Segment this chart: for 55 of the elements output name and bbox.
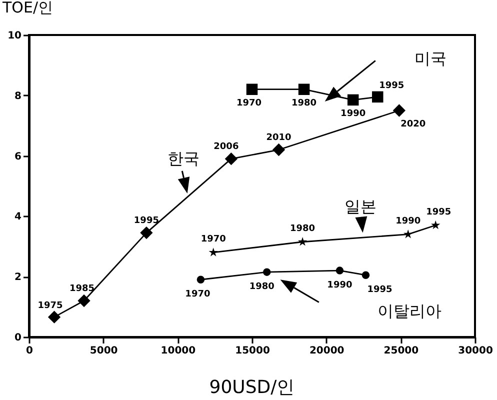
annotation: 1995 (367, 285, 392, 296)
annotation: 1980 (249, 282, 274, 292)
point (208, 248, 218, 256)
point (404, 229, 413, 238)
point (431, 220, 440, 230)
x-tick-label: 0 (26, 346, 34, 356)
x-tick-label: 25000 (384, 346, 419, 356)
x-axis-title: 90USD/인 (209, 377, 295, 398)
x-tick-label: 15000 (235, 346, 270, 356)
annotation: 1970 (236, 98, 262, 108)
point (224, 152, 238, 166)
annotation: 1990 (340, 108, 366, 119)
x-tick-label: 5000 (90, 346, 118, 356)
point (140, 226, 153, 240)
point (246, 84, 258, 95)
series-label: 이탈리아 (378, 301, 442, 320)
point (298, 84, 310, 95)
annotation: 1975 (38, 301, 63, 312)
y-tick-label: 6 (14, 151, 22, 162)
annotation: 2020 (400, 120, 426, 130)
x-tick-label: 30000 (458, 346, 493, 356)
point (48, 310, 61, 324)
annotation: 1980 (290, 224, 316, 234)
point (262, 268, 271, 276)
annotation: 2006 (214, 142, 239, 152)
text: 미국 (414, 49, 446, 68)
y-tick-label: 10 (8, 30, 22, 42)
point (272, 143, 286, 156)
series-label: 한국 (168, 148, 200, 168)
x-tick-label: 10000 (160, 346, 196, 356)
point (298, 237, 308, 246)
annotation: 1970 (200, 234, 226, 244)
y-tick-label: 0 (14, 332, 22, 344)
annotation: 1995 (426, 207, 452, 218)
x-tick-label: 20000 (309, 346, 344, 356)
point (78, 294, 90, 308)
annotation: 1990 (396, 216, 421, 226)
annotation: 2010 (266, 132, 292, 143)
point (336, 266, 344, 274)
point (392, 104, 406, 117)
point (372, 91, 384, 103)
y-tick-label: 4 (14, 212, 22, 223)
point (196, 276, 205, 284)
y-axis-title: TOE/인 (2, 0, 54, 16)
annotation: 1990 (327, 280, 352, 291)
y-tick-label: 2 (14, 272, 22, 284)
y-tick-label: 8 (14, 90, 22, 102)
point (347, 94, 359, 106)
annotation: 1980 (292, 98, 317, 108)
annotation: 1995 (134, 216, 159, 226)
series-label: 일본 (344, 197, 377, 216)
annotation: 1985 (69, 284, 95, 294)
annotation: 1970 (185, 290, 210, 300)
point (362, 271, 370, 279)
annotation: 1995 (379, 80, 404, 91)
